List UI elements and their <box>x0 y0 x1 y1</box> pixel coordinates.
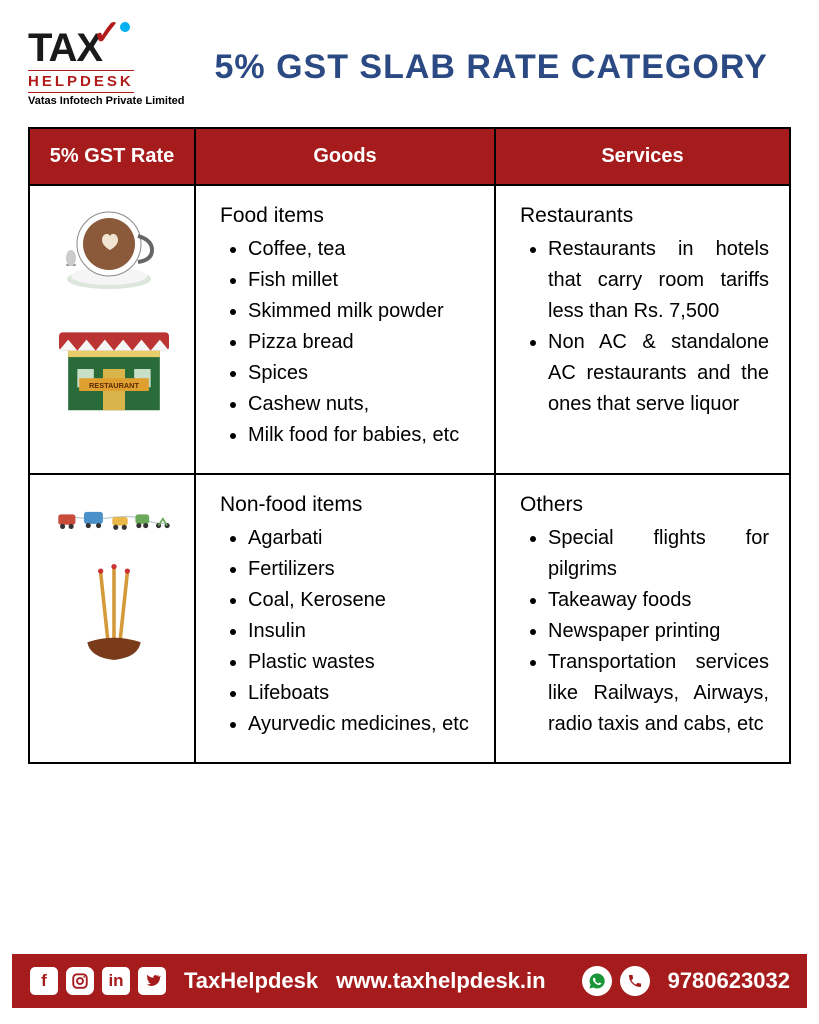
social-icons: f in <box>30 967 166 995</box>
goods-title: Non-food items <box>220 493 474 517</box>
table-header-goods: Goods <box>195 128 495 185</box>
list-item: Restaurants in hotels that carry room ta… <box>548 234 769 327</box>
vehicles-icon <box>54 493 174 544</box>
list-item: Insulin <box>248 616 474 647</box>
goods-title: Food items <box>220 204 474 228</box>
table-header-services: Services <box>495 128 790 185</box>
whatsapp-icon[interactable] <box>582 966 612 996</box>
table-row: Non-food items AgarbatiFertilizersCoal, … <box>29 474 790 763</box>
list-item: Spices <box>248 358 474 389</box>
list-item: Fertilizers <box>248 554 474 585</box>
list-item: Pizza bread <box>248 327 474 358</box>
row1-services-cell: Restaurants Restaurants in hotels that c… <box>495 185 790 474</box>
list-item: Transportation services like Railways, A… <box>548 647 769 740</box>
list-item: Newspaper printing <box>548 616 769 647</box>
goods-list: Coffee, teaFish milletSkimmed milk powde… <box>248 234 474 451</box>
list-item: Coal, Kerosene <box>248 585 474 616</box>
linkedin-icon[interactable]: in <box>102 967 130 995</box>
row2-goods-cell: Non-food items AgarbatiFertilizersCoal, … <box>195 474 495 763</box>
services-title: Restaurants <box>520 204 769 228</box>
logo-subtitle: Vatas Infotech Private Limited <box>28 95 185 107</box>
list-item: Cashew nuts, <box>248 389 474 420</box>
page-title: 5% GST SLAB RATE CATEGORY <box>215 48 768 87</box>
list-item: Skimmed milk powder <box>248 296 474 327</box>
twitter-icon[interactable] <box>138 967 166 995</box>
list-item: Agarbati <box>248 523 474 554</box>
list-item: Ayurvedic medicines, etc <box>248 709 474 740</box>
row2-services-cell: Others Special flights for pilgrimsTakea… <box>495 474 790 763</box>
restaurant-icon: RESTAURANT <box>59 314 169 415</box>
row2-icon-cell <box>29 474 195 763</box>
list-item: Coffee, tea <box>248 234 474 265</box>
list-item: Milk food for babies, etc <box>248 420 474 451</box>
gst-rate-table: 5% GST Rate Goods Services <box>28 127 791 764</box>
list-item: Takeaway foods <box>548 585 769 616</box>
table-row: RESTAURANT Food items Coffee, teaFish mi… <box>29 185 790 474</box>
list-item: Plastic wastes <box>248 647 474 678</box>
instagram-icon[interactable] <box>66 967 94 995</box>
contact-icons <box>582 966 650 996</box>
logo-main: TAX <box>28 26 102 70</box>
footer-website[interactable]: www.taxhelpdesk.in <box>336 968 545 994</box>
table-header-rate: 5% GST Rate <box>29 128 195 185</box>
logo-helpdesk-text: HELPDESK <box>28 70 134 93</box>
incense-icon <box>74 564 154 662</box>
logo-dot-icon <box>120 22 130 32</box>
row1-goods-cell: Food items Coffee, teaFish milletSkimmed… <box>195 185 495 474</box>
header-section: TAX ✓ HELPDESK Vatas Infotech Private Li… <box>28 28 791 107</box>
logo-tax-text: TAX ✓ <box>28 28 102 68</box>
svg-text:RESTAURANT: RESTAURANT <box>89 381 139 390</box>
coffee-cup-icon <box>64 204 164 294</box>
services-title: Others <box>520 493 769 517</box>
goods-list: AgarbatiFertilizersCoal, KeroseneInsulin… <box>248 523 474 740</box>
logo-check-icon: ✓ <box>93 16 121 50</box>
list-item: Lifeboats <box>248 678 474 709</box>
services-list: Special flights for pilgrimsTakeaway foo… <box>548 523 769 740</box>
logo: TAX ✓ HELPDESK Vatas Infotech Private Li… <box>28 28 185 107</box>
list-item: Fish millet <box>248 265 474 296</box>
list-item: Special flights for pilgrims <box>548 523 769 585</box>
phone-icon[interactable] <box>620 966 650 996</box>
list-item: Non AC & standalone AC restaurants and t… <box>548 327 769 420</box>
footer-handle: TaxHelpdesk <box>184 968 318 994</box>
footer-bar: f in TaxHelpdesk www.taxhelpdesk.in 9780… <box>12 954 807 1008</box>
services-list: Restaurants in hotels that carry room ta… <box>548 234 769 420</box>
facebook-icon[interactable]: f <box>30 967 58 995</box>
footer-phone: 9780623032 <box>668 968 790 994</box>
row1-icon-cell: RESTAURANT <box>29 185 195 474</box>
